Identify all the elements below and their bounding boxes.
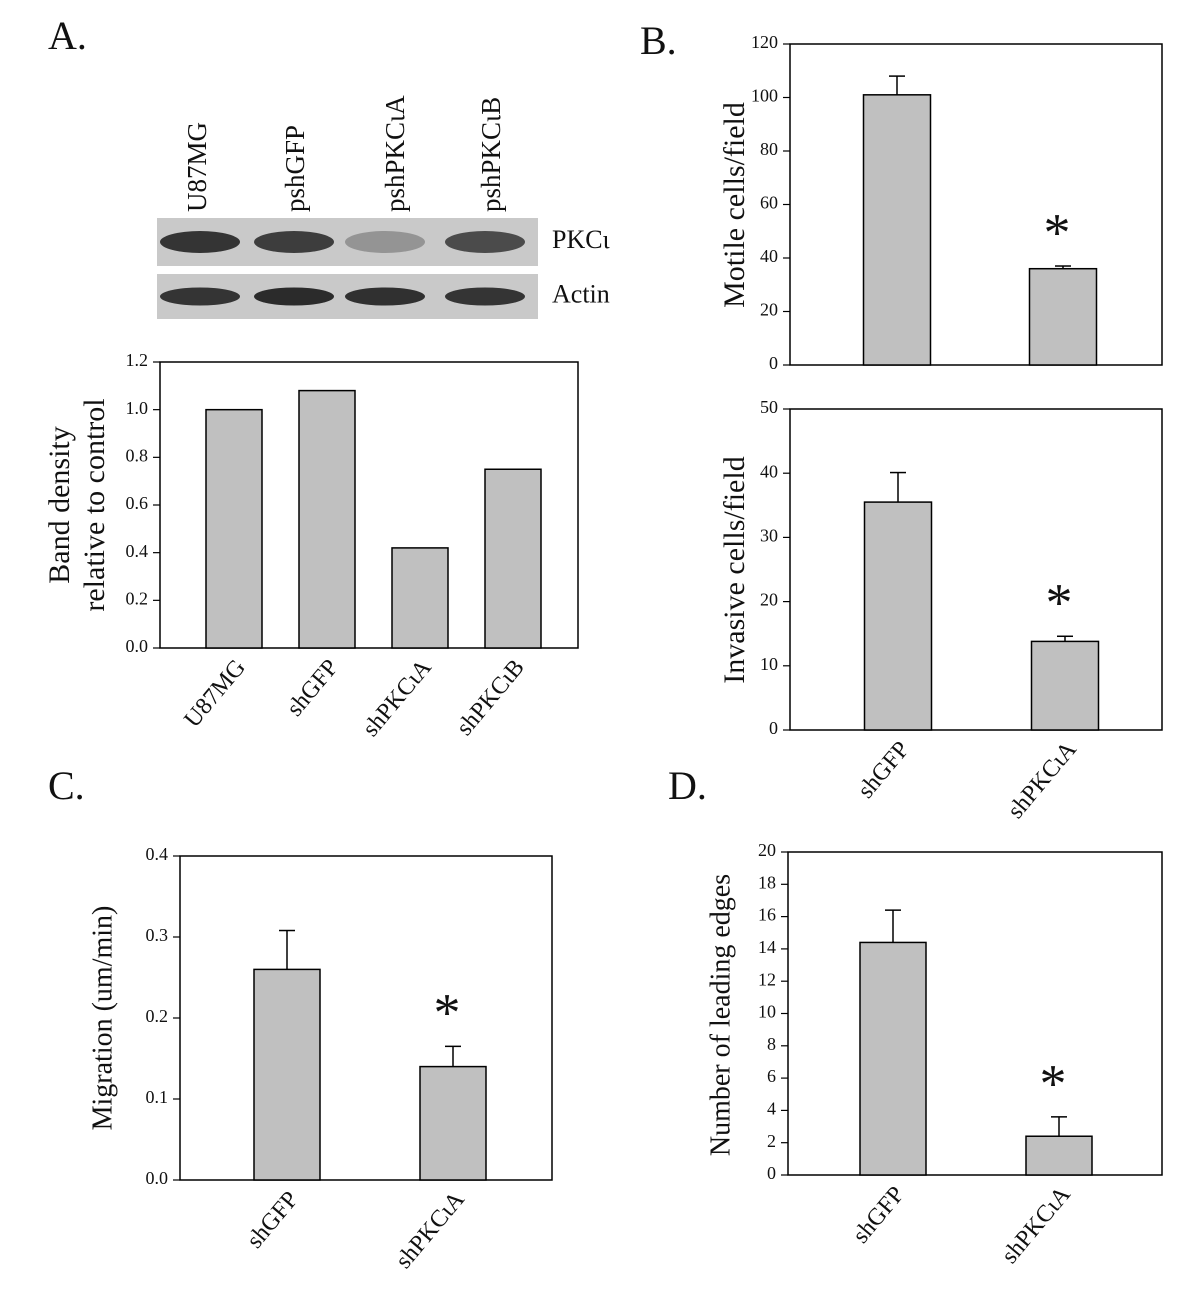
blot-band [445, 231, 525, 253]
y-tick-label: 8 [767, 1034, 776, 1054]
y-tick-label: 0.0 [146, 1168, 169, 1188]
panel-label: C. [48, 763, 85, 808]
y-tick-label: 0.4 [146, 844, 169, 864]
y-axis-label: Motile cells/field [718, 102, 751, 308]
panel-label: B. [640, 18, 677, 63]
plot-frame [789, 43, 1163, 366]
bar [253, 968, 321, 1181]
x-tick-label: shPKCιA [997, 1181, 1076, 1269]
blot-band [345, 287, 425, 306]
y-tick-label: 10 [758, 1002, 776, 1022]
y-tick-label: 2 [767, 1131, 776, 1151]
panel-label: D. [668, 763, 707, 808]
y-axis-label: Number of leading edges [705, 874, 736, 1156]
x-tick-label: shPKCιB [452, 655, 530, 741]
bar [1030, 640, 1100, 731]
bar [391, 547, 449, 649]
y-tick-label: 0.3 [146, 925, 169, 945]
lane-label: pshGFP [280, 125, 310, 212]
y-tick-label: 6 [767, 1066, 776, 1086]
x-tick-label: shGFP [242, 1187, 304, 1254]
blot-band [445, 287, 525, 306]
y-tick-label: 0 [769, 353, 778, 373]
lane-label: U87MG [182, 122, 212, 212]
y-tick-label: 1.2 [126, 350, 149, 370]
y-tick-label: 14 [758, 937, 776, 957]
y-tick-label: 20 [758, 840, 776, 860]
y-tick-label: 12 [758, 969, 776, 989]
y-tick-label: 0.6 [126, 493, 149, 513]
bar [205, 408, 263, 649]
lane-label: pshPKCιA [380, 95, 410, 212]
y-tick-label: 20 [760, 300, 778, 320]
blot-band [345, 231, 425, 253]
y-axis-label: Band density [43, 426, 76, 584]
blot-band [254, 287, 334, 306]
x-tick-label: shGFP [282, 655, 344, 722]
y-tick-label: 0.0 [126, 636, 149, 656]
x-tick-label: shGFP [848, 1182, 910, 1249]
y-tick-label: 0.2 [146, 1006, 169, 1026]
y-tick-label: 0.4 [126, 541, 149, 561]
y-tick-label: 1.0 [126, 398, 149, 418]
x-tick-label: shPKCιA [358, 654, 437, 742]
x-tick-label: shPKCιA [1003, 736, 1082, 824]
bar [863, 501, 933, 731]
bar [859, 941, 927, 1176]
y-tick-label: 50 [760, 397, 778, 417]
blot-band [160, 287, 240, 306]
plot-frame [179, 855, 553, 1181]
plot-frame [787, 851, 1163, 1176]
bar [1028, 267, 1098, 366]
y-tick-label: 60 [760, 193, 778, 213]
plot-frame [789, 408, 1163, 731]
y-tick-label: 80 [760, 139, 778, 159]
bar [419, 1065, 487, 1181]
y-tick-label: 100 [751, 86, 778, 106]
y-tick-label: 4 [767, 1099, 776, 1119]
x-tick-label: U87MG [179, 655, 250, 733]
y-axis-label: Migration (um/min) [87, 906, 118, 1131]
y-tick-label: 10 [760, 654, 778, 674]
panel-label: A. [48, 13, 87, 58]
y-tick-label: 0.2 [126, 588, 149, 608]
y-tick-label: 20 [760, 590, 778, 610]
blot-row-label: PKCι [552, 225, 610, 254]
significance-mark: * [1040, 1053, 1067, 1113]
x-tick-label: shPKCιA [391, 1186, 470, 1274]
bar [484, 468, 542, 649]
y-tick-label: 18 [758, 872, 776, 892]
significance-mark: * [1044, 202, 1071, 262]
y-tick-label: 0 [769, 718, 778, 738]
lane-label: pshPKCιB [476, 97, 506, 212]
significance-mark: * [434, 983, 461, 1043]
y-tick-label: 30 [760, 526, 778, 546]
blot-row-label: Actin [552, 279, 610, 308]
y-tick-label: 40 [760, 461, 778, 481]
y-tick-label: 0 [767, 1163, 776, 1183]
blot-band [254, 231, 334, 253]
bar [298, 389, 356, 649]
y-tick-label: 120 [751, 32, 778, 52]
blot-band [160, 231, 240, 253]
y-axis-label: relative to control [78, 398, 111, 611]
bar [1025, 1135, 1093, 1176]
y-tick-label: 0.8 [126, 445, 149, 465]
y-axis-label: Invasive cells/field [718, 456, 751, 683]
y-tick-label: 0.1 [146, 1087, 169, 1107]
y-tick-label: 16 [758, 905, 776, 925]
bar [862, 94, 932, 366]
y-tick-label: 40 [760, 246, 778, 266]
x-tick-label: shGFP [853, 737, 915, 804]
significance-mark: * [1046, 573, 1073, 633]
